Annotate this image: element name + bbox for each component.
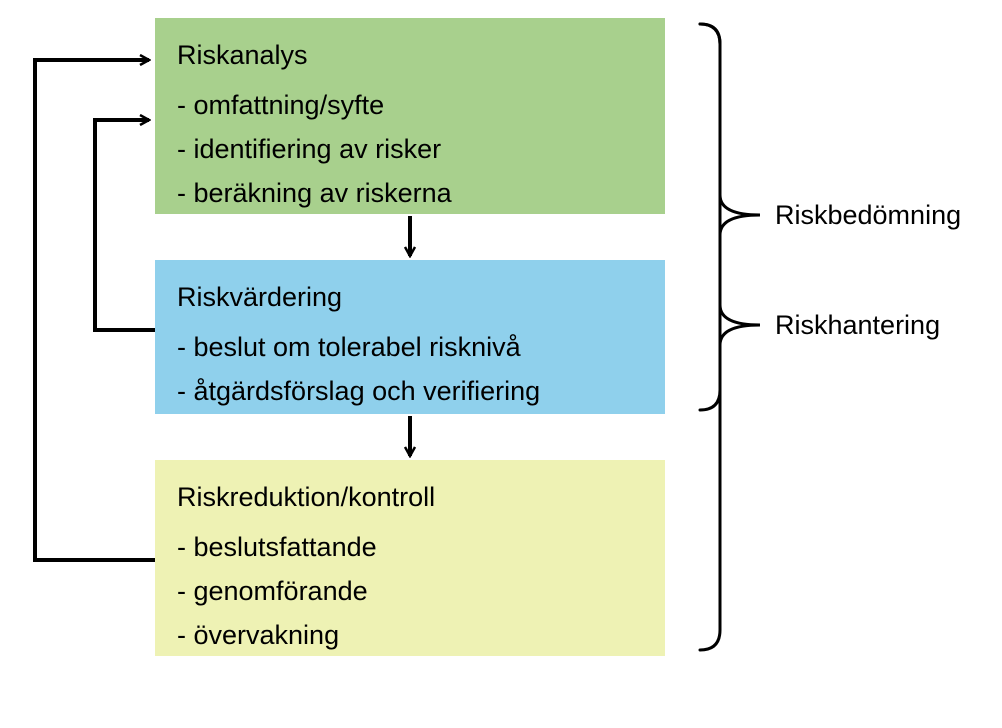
box-riskanalys-item: - beräkning av riskerna bbox=[177, 172, 643, 214]
box-riskvardering: Riskvärdering - beslut om tolerabel risk… bbox=[155, 260, 665, 414]
box-riskanalys-item: - identifiering av risker bbox=[177, 128, 643, 170]
box-riskreduktion-item: - genomförande bbox=[177, 570, 643, 612]
box-riskreduktion-title: Riskreduktion/kontroll bbox=[177, 476, 643, 518]
box-riskreduktion-item: - beslutsfattande bbox=[177, 526, 643, 568]
box-riskvardering-title: Riskvärdering bbox=[177, 276, 643, 318]
label-riskbedomning: Riskbedömning bbox=[775, 200, 961, 231]
label-riskhantering: Riskhantering bbox=[775, 310, 940, 341]
box-riskanalys-title: Riskanalys bbox=[177, 34, 643, 76]
box-riskreduktion: Riskreduktion/kontroll - beslutsfattande… bbox=[155, 460, 665, 656]
box-riskanalys: Riskanalys - omfattning/syfte - identifi… bbox=[155, 18, 665, 214]
box-riskreduktion-item: - övervakning bbox=[177, 614, 643, 656]
box-riskvardering-item: - åtgärdsförslag och verifiering bbox=[177, 370, 643, 412]
diagram-canvas: Riskanalys - omfattning/syfte - identifi… bbox=[0, 0, 1002, 728]
box-riskanalys-item: - omfattning/syfte bbox=[177, 84, 643, 126]
box-riskvardering-item: - beslut om tolerabel risknivå bbox=[177, 326, 643, 368]
